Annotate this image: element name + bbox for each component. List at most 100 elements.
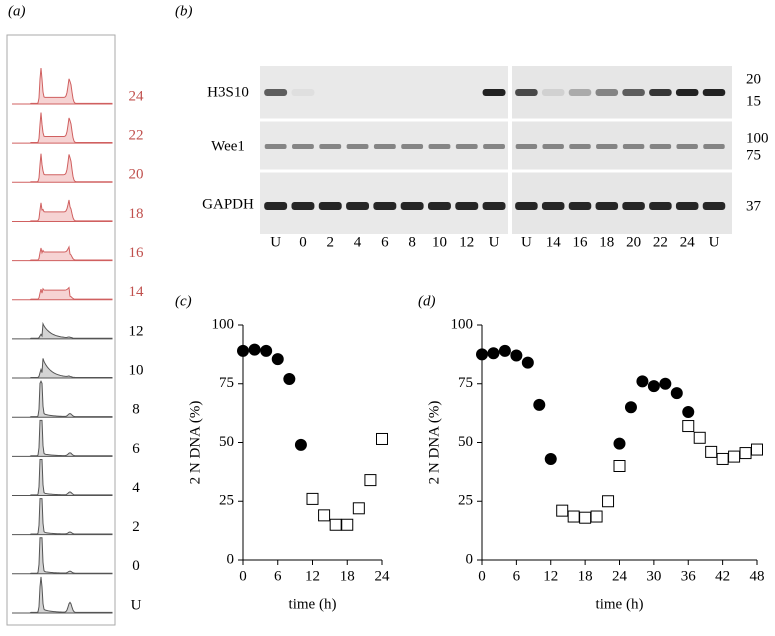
point [590,510,603,523]
x-axis-label: time (h) [289,596,337,612]
y-axis-label: 2 N DNA (%) [187,401,203,485]
band [569,144,591,149]
x-tick-label: 42 [715,568,730,584]
point [705,445,718,458]
histogram [12,498,113,536]
point [533,398,546,411]
lane-label: U [489,234,500,250]
band [515,144,538,149]
band [264,89,288,96]
band [400,202,424,210]
point [237,344,249,357]
point [647,380,660,393]
point [659,377,672,390]
y-tick-label: 25 [219,493,234,509]
panel-label: (a) [8,3,26,19]
row-label: 10 [129,362,144,378]
row-label: 24 [129,88,145,104]
lane-label: 8 [408,234,416,250]
x-tick-label: 12 [305,568,320,584]
row-label: 16 [129,245,145,261]
x-tick-label: 24 [375,568,391,584]
band [291,202,315,210]
histogram [12,153,113,183]
y-tick-label: 0 [227,551,235,567]
row-label: 18 [129,206,144,222]
point [567,510,580,523]
histogram [12,576,113,614]
row-label: U [131,597,142,613]
lane-label: U [270,234,281,250]
point [283,373,296,386]
point [341,518,354,531]
panel-a-frame [6,34,116,626]
band [622,144,645,149]
lane-label: 6 [381,234,389,250]
histogram [12,199,113,222]
lane-label: 24 [680,234,696,250]
band [401,144,424,149]
band [542,144,564,149]
histogram [12,245,113,262]
band [482,202,506,210]
point [329,518,342,531]
point [728,450,741,463]
x-tick-label: 6 [274,568,282,584]
band [595,89,619,96]
band [596,144,618,149]
band [702,202,726,210]
lane-label: 10 [432,234,447,250]
band [455,202,479,210]
point [682,420,695,433]
y-tick-label: 50 [458,434,473,450]
point [352,502,365,515]
x-tick-label: 48 [750,568,765,584]
point [364,474,377,487]
band [455,144,478,149]
mw-marker: 37 [746,198,762,214]
y-axis-label: 2 N DNA (%) [426,401,442,485]
point [556,504,569,517]
x-axis-label: time (h) [596,596,644,612]
point [636,375,649,388]
y-tick-label: 100 [451,316,474,332]
point [613,460,626,472]
band [318,202,342,210]
band [676,144,698,149]
y-tick-label: 25 [458,493,473,509]
y-tick-label: 50 [219,434,234,450]
band [264,144,287,149]
lane-label: 4 [354,234,362,250]
point [318,509,331,522]
mw-marker: 100 [746,130,769,146]
row-label: 20 [129,167,144,183]
row-label: 0 [132,558,140,574]
histogram [12,286,113,301]
band [482,89,506,96]
band [595,202,619,210]
point [294,438,307,451]
lane-label: 2 [327,234,335,250]
histogram [12,419,113,457]
band [373,202,397,210]
band [649,144,672,149]
x-tick-label: 6 [513,568,521,584]
point [602,495,615,508]
lane-label: 12 [459,234,474,250]
mw-marker: 75 [746,147,761,163]
mw-marker: 15 [746,93,761,109]
band [649,202,672,210]
band [346,202,370,210]
point [624,401,637,414]
x-tick-label: 12 [543,568,558,584]
lane-label: 20 [626,234,641,250]
point [521,356,534,369]
histogram [12,67,113,105]
point [579,511,592,524]
histogram [12,380,113,418]
y-tick-label: 75 [219,375,234,391]
band [541,202,565,210]
panel-label: (d) [418,293,436,309]
row-label: 4 [132,480,140,496]
